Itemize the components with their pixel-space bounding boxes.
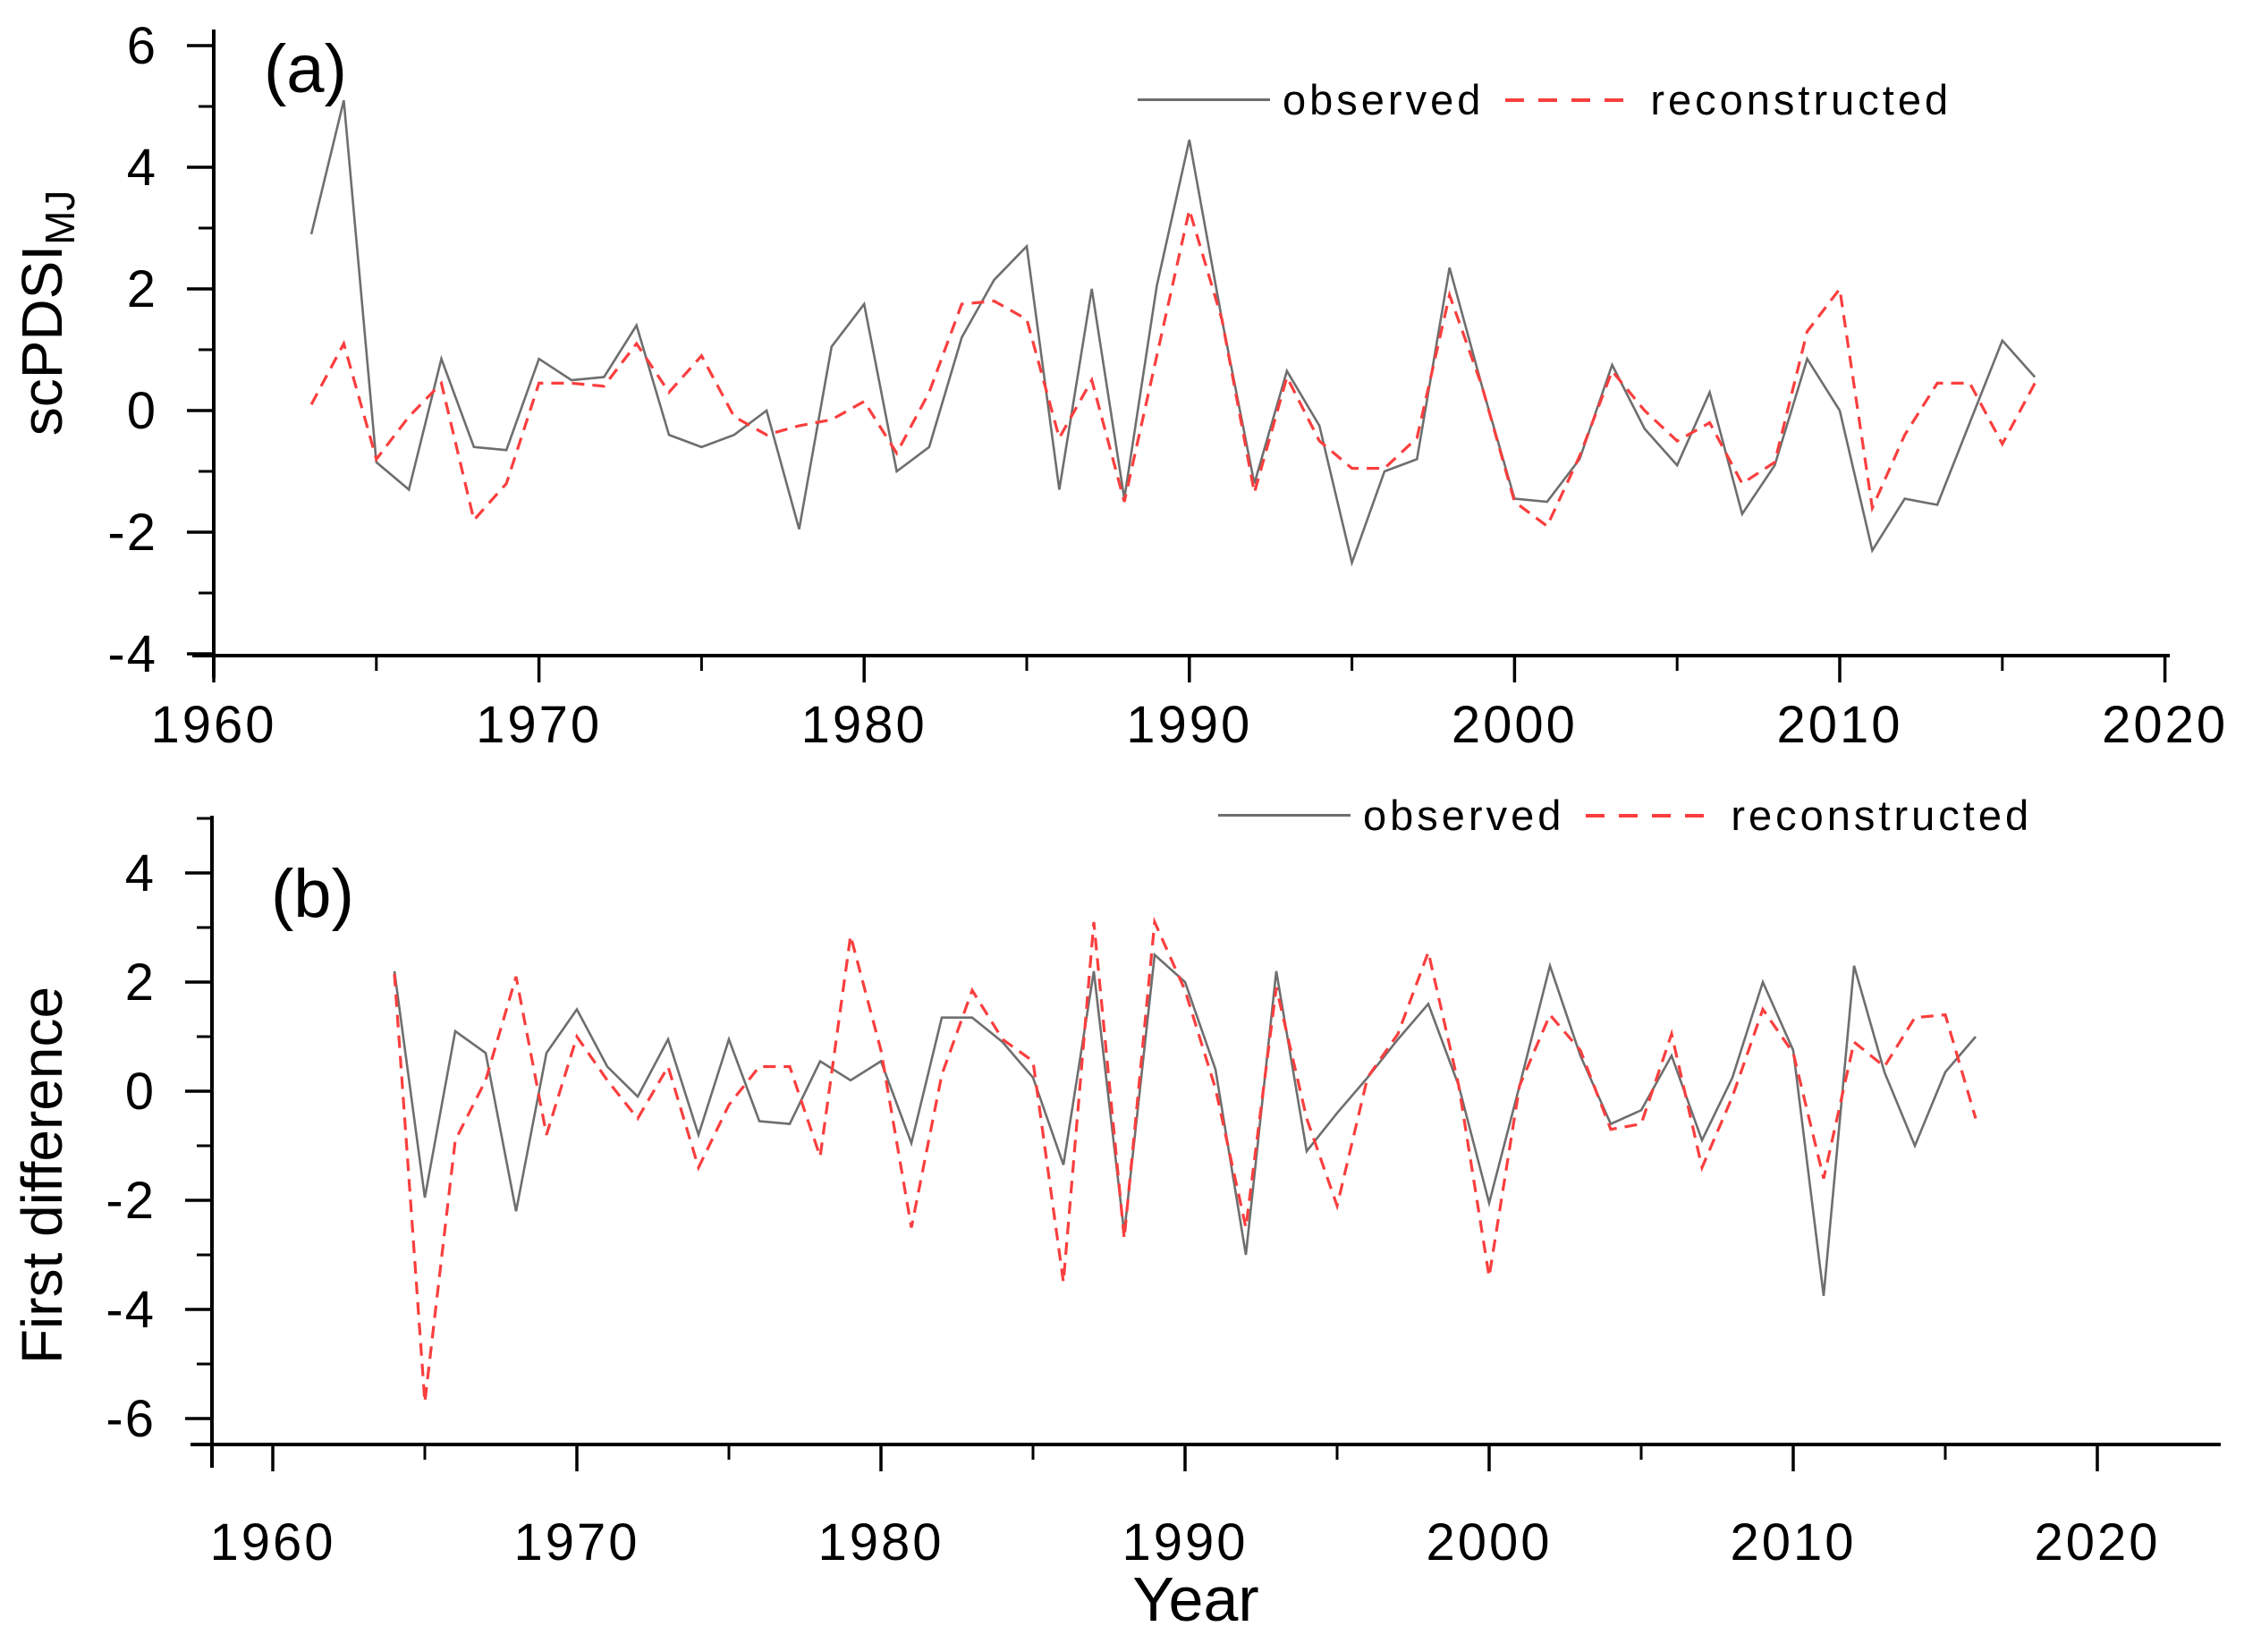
y-axis-title-a: scPDSIMJ [9, 125, 84, 501]
y-tick-label-b: -2 [106, 1172, 156, 1230]
observed-line-sample-a [1138, 98, 1270, 101]
legend-panel-b: observed reconstructed [1218, 791, 2032, 840]
x-tick-label-b: 1980 [817, 1513, 944, 1572]
reconstructed-line-b [393, 916, 1977, 1402]
y-tick-label-a: 2 [127, 260, 157, 318]
y-tick-label-a: 6 [127, 17, 157, 75]
y-axis-title-a-subscript: MJ [36, 190, 83, 245]
x-tick-label-b: 2010 [1730, 1513, 1856, 1572]
x-tick-label-a: 2000 [1452, 696, 1578, 754]
legend-reconstructed-label-b: reconstructed [1731, 792, 2033, 839]
y-tick-label-b: 2 [125, 953, 156, 1012]
y-tick-label-a: 4 [127, 139, 157, 197]
observed-line-sample-b [1218, 814, 1351, 817]
x-tick-label-a: 2020 [2102, 696, 2228, 754]
x-tick-label-a: 1970 [476, 696, 602, 754]
x-tick-label-b: 2020 [2034, 1513, 2160, 1572]
y-axis-title-a-text: scPDSI [10, 244, 75, 436]
y-tick-label-b: -4 [106, 1281, 156, 1339]
reconstructed-line-sample-b [1586, 813, 1719, 818]
y-tick-label-a: -4 [107, 625, 157, 683]
x-tick-label-a: 2010 [1776, 696, 1902, 754]
legend-panel-a: observed reconstructed [1138, 75, 1952, 124]
legend-observed-label-a: observed [1283, 76, 1485, 123]
x-tick-label-b: 1960 [209, 1513, 335, 1572]
x-tick-label-b: 2000 [1426, 1513, 1552, 1572]
x-tick-label-a: 1990 [1126, 696, 1252, 754]
x-tick-label-b: 1970 [513, 1513, 639, 1572]
panel-a-label: (a) [264, 31, 347, 107]
reconstructed-line-a [309, 204, 2037, 529]
y-tick-label-b: 0 [125, 1063, 156, 1121]
observed-line-a [309, 99, 2037, 567]
reconstructed-line-sample-a [1505, 97, 1639, 102]
y-tick-label-a: 0 [127, 382, 157, 440]
x-tick-label-a: 1960 [150, 696, 276, 754]
panel-b-label: (b) [271, 856, 354, 932]
observed-line-b [393, 952, 1977, 1296]
x-tick-label-b: 1990 [1122, 1513, 1248, 1572]
y-axis-title-b: First difference [10, 986, 74, 1365]
y-tick-label-a: -2 [107, 504, 157, 562]
y-tick-label-b: -6 [106, 1390, 156, 1448]
x-tick-label-a: 1980 [801, 696, 927, 754]
y-tick-label-b: 4 [125, 844, 156, 902]
legend-observed-label-b: observed [1363, 792, 1565, 839]
legend-reconstructed-label-a: reconstructed [1650, 76, 1952, 123]
x-axis-title: Year [1132, 1564, 1259, 1634]
